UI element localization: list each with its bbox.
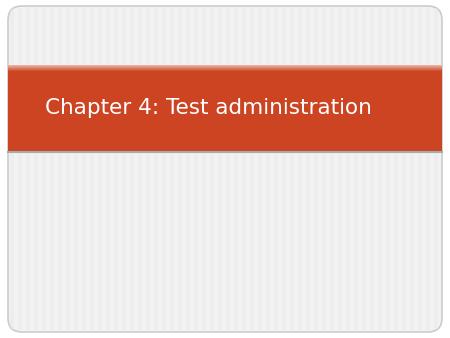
Text: Chapter 4: Test administration: Chapter 4: Test administration [45,98,372,119]
Bar [210,8,214,330]
Bar [154,8,158,330]
Bar [258,8,262,330]
Bar [298,8,302,330]
Bar [8,69,442,70]
Bar [122,8,126,330]
Bar [8,65,442,66]
Bar [402,8,406,330]
Bar [274,8,278,330]
Bar [106,8,110,330]
Bar [66,8,70,330]
Bar [378,8,382,330]
Bar [58,8,62,330]
Bar [170,8,174,330]
Bar [306,8,310,330]
Bar [370,8,374,330]
Bar [50,8,54,330]
Bar [410,8,414,330]
Bar [146,8,150,330]
Bar [8,66,442,67]
Bar [8,68,442,69]
Bar [346,8,350,330]
Bar [8,71,442,152]
Bar [234,8,238,330]
Bar [434,8,438,330]
Bar [314,8,318,330]
Bar [162,8,166,330]
Bar [338,8,342,330]
Bar [354,8,358,330]
Bar [322,8,326,330]
Bar [90,8,94,330]
Bar [226,8,230,330]
Bar [178,8,182,330]
Bar [362,8,366,330]
Bar [282,8,286,330]
Bar [250,8,254,330]
Bar [98,8,102,330]
Bar [194,8,198,330]
Bar [8,70,442,71]
Bar [34,8,38,330]
Bar [242,8,246,330]
Bar [290,8,294,330]
Bar [138,8,142,330]
Bar [114,8,118,330]
Bar [218,8,222,330]
Bar [386,8,390,330]
Bar [82,8,86,330]
Bar [74,8,78,330]
FancyBboxPatch shape [8,6,442,332]
Bar [26,8,30,330]
Bar [18,8,22,330]
Bar [426,8,430,330]
Bar [202,8,206,330]
Bar [186,8,190,330]
Bar [42,8,46,330]
Bar [10,8,14,330]
Bar [266,8,270,330]
Bar [394,8,398,330]
Bar [8,67,442,68]
Bar [130,8,134,330]
Bar [330,8,334,330]
Bar [418,8,422,330]
